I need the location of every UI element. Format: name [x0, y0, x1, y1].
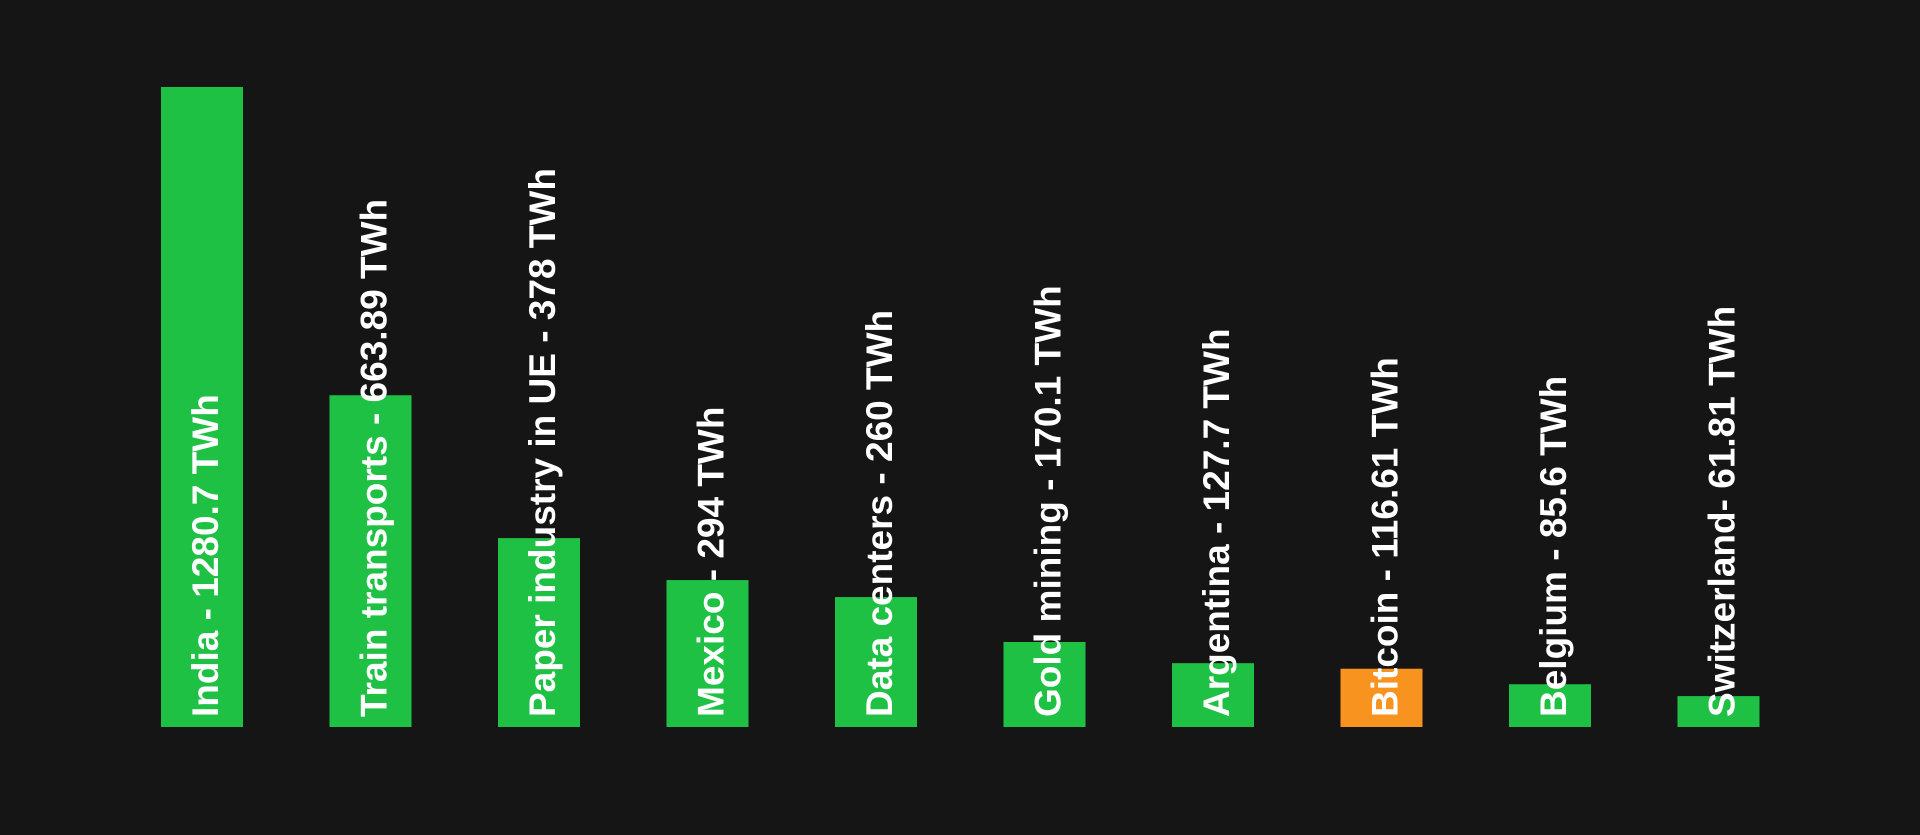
bar-label-paper-industry-in-ue: Paper industry in UE - 378 TWh [522, 168, 563, 717]
bar-india [161, 87, 243, 727]
bar-gold-mining [1003, 641, 1086, 727]
bar-switzerland [1677, 696, 1760, 727]
bar-label-bitcoin: Bitcoin - 116.61 TWh [1365, 357, 1406, 717]
bar-label-argentina: Argentina - 127.7 TWh [1196, 328, 1237, 717]
bar-train-transports [329, 395, 412, 727]
bar-data-centers [835, 597, 917, 727]
bar-label-mexico: Mexico - 294 TWh [691, 407, 732, 717]
bar-label-train-transports: Train transports - 663.89 TWh [354, 199, 395, 717]
bar-labels-group: India - 1280.7 TWh Train transports - 663… [185, 168, 1743, 717]
bar-label-gold-mining: Gold mining - 170.1 TWh [1028, 285, 1069, 717]
bar-mexico [666, 580, 749, 727]
bar-label-india: India - 1280.7 TWh [185, 394, 226, 717]
bar-belgium [1509, 684, 1591, 727]
bars-group [161, 87, 1760, 727]
bar-label-belgium: Belgium - 85.6 TWh [1533, 376, 1574, 717]
bar-argentina [1172, 663, 1254, 727]
bar-bitcoin [1340, 668, 1423, 727]
bar-label-switzerland: Switzerland- 61.81 TWh [1702, 306, 1743, 717]
bar-label-data-centers: Data centers - 260 TWh [859, 310, 900, 717]
bar-paper-industry-in-ue [498, 538, 580, 727]
